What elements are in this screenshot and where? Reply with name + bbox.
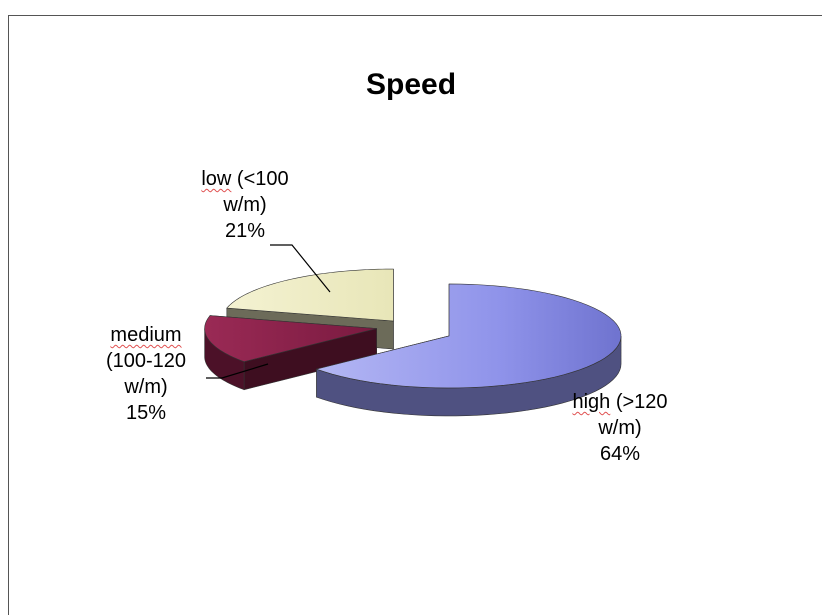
chart-title: Speed (365, 68, 457, 101)
slice-2-top (315, 283, 622, 389)
leader-line-low (270, 244, 331, 293)
slice-label-medium: medium (100-120 w/m) 15% (105, 324, 187, 424)
slice-label-low: low (<100 w/m) 21% (201, 168, 289, 242)
slice-0-top (226, 268, 394, 322)
slice-label-high: high (>120 w/m) 64% (572, 391, 668, 465)
leader-line-medium (206, 363, 269, 379)
pie-chart (204, 244, 622, 417)
chart-area-border (8, 15, 822, 615)
slice-1-top (204, 315, 377, 363)
